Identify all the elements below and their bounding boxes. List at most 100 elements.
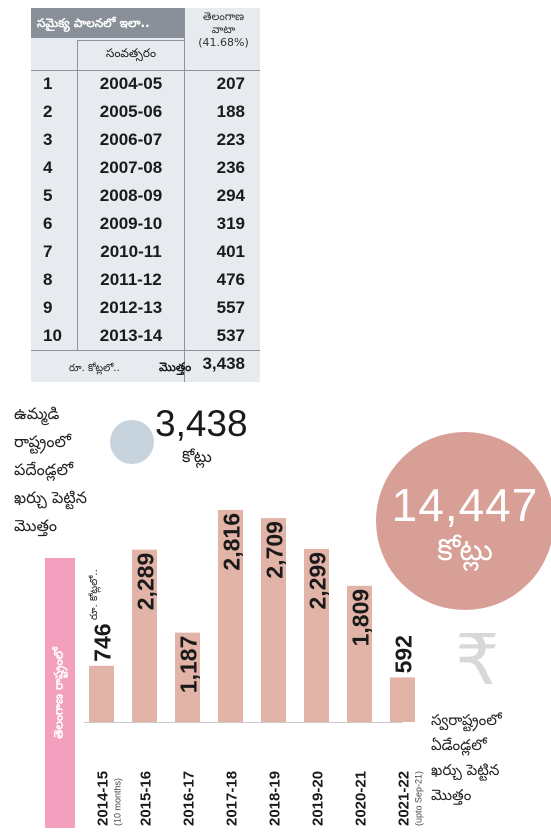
category-label: 2015-16 (138, 771, 155, 826)
row-number: 7 (43, 242, 53, 261)
caption-line: మొత్తం (14, 516, 58, 535)
bar-value-label: 1,809 (348, 589, 374, 647)
row-number: 8 (43, 270, 53, 289)
chart-bar (89, 665, 114, 722)
category-label: 2017-18 (224, 771, 241, 826)
category-label: 2016-17 (181, 771, 198, 826)
chart-bar (132, 549, 157, 722)
share-header-line: (41.68%) (198, 36, 249, 49)
bar-value-label: 2,299 (305, 552, 331, 610)
spending-table: సమైక్య పాలనలో ఇలా.. తెలంగాణ వాటా (41.68%… (31, 8, 260, 382)
row-year: 2011-12 (100, 270, 162, 289)
table-unit-label: రూ. కోట్లలో.. (69, 363, 120, 374)
table-divider (77, 40, 185, 41)
row-year: 2010-11 (100, 242, 162, 261)
row-year: 2005-06 (99, 102, 163, 121)
caption-line: స్వరాష్ట్రంలో (431, 711, 502, 729)
chart-bar (218, 510, 243, 722)
row-number: 10 (43, 326, 62, 345)
row-value: 236 (216, 158, 245, 177)
row-number: 5 (43, 186, 53, 205)
table-row: 3 2006-07 223 (31, 126, 260, 154)
row-value: 319 (216, 214, 245, 233)
row-number: 4 (43, 158, 53, 177)
telangana-unit: కోట్లు (437, 533, 493, 568)
table-divider (77, 40, 78, 350)
table-row: 4 2007-08 236 (31, 154, 260, 182)
row-value: 476 (216, 270, 245, 289)
table-row: 7 2010-11 401 (31, 238, 260, 266)
category-label: 2018-19 (267, 771, 284, 826)
telangana-side-label: తెలంగాణ రాష్ట్రంలో (45, 558, 75, 828)
row-value: 188 (216, 102, 245, 121)
year-column-header: సంవత్సరం (105, 46, 157, 60)
chart-bar (304, 548, 329, 722)
row-value: 223 (216, 130, 245, 149)
bar-value-label: 1,187 (176, 636, 202, 694)
table-divider (31, 350, 260, 351)
category-label: 2020-21 (353, 771, 370, 826)
united-state-unit: కోట్లు (182, 447, 212, 466)
chart-bar (261, 518, 286, 722)
table-row: 2 2005-06 188 (31, 98, 260, 126)
share-header: తెలంగాణ వాటా (41.68%) (187, 10, 260, 49)
caption-line: ఖర్చు పెట్టిన (431, 761, 500, 779)
category-label: 2021-22 (396, 771, 413, 826)
bar-value-label: 2,816 (219, 513, 245, 571)
table-divider (184, 8, 185, 382)
bar-value-label: 592 (391, 635, 417, 673)
row-year: 2007-08 (99, 158, 163, 177)
table-row: 1 2004-05 207 (31, 70, 260, 98)
table-title: సమైక్య పాలనలో ఇలా.. (31, 8, 185, 38)
row-year: 2006-07 (99, 130, 163, 149)
bar-value-label: 746 (90, 623, 116, 661)
table-row: 5 2008-09 294 (31, 182, 260, 210)
caption-line: రాష్ట్రంలో (14, 432, 71, 451)
row-number: 6 (43, 214, 53, 233)
united-state-caption: ఉమ్మడి రాష్ట్రంలో పదేండ్లలో ఖర్చు పెట్టి… (14, 400, 87, 540)
caption-line: ఖర్చు పెట్టిన (14, 488, 87, 507)
row-value: 537 (216, 326, 245, 345)
row-number: 1 (43, 74, 53, 93)
chart-bar (175, 632, 200, 722)
table-row: 8 2011-12 476 (31, 266, 260, 294)
row-value: 557 (216, 298, 245, 317)
caption-line: మొత్తం (431, 786, 472, 804)
row-year: 2008-09 (99, 186, 163, 205)
chart-bar (390, 677, 415, 722)
caption-line: పదేండ్లలో (14, 460, 74, 479)
share-header-line: వాటా (211, 23, 236, 36)
row-value: 401 (216, 242, 245, 261)
table-row: 6 2009-10 319 (31, 210, 260, 238)
united-state-total: 3,438 (155, 403, 248, 444)
telangana-total: 14,447 (391, 479, 539, 531)
table-row: 10 2013-14 537 (31, 322, 260, 350)
table-total-value: 3,438 (202, 354, 245, 373)
row-year: 2004-05 (99, 74, 163, 93)
united-state-circle (110, 420, 154, 464)
caption-line: ఉమ్మడి (14, 404, 60, 423)
table-divider (31, 70, 260, 71)
telangana-caption: స్వరాష్ట్రంలో ఏడేండ్లలో ఖర్చు పెట్టిన మొ… (431, 708, 502, 808)
bar-value-label: 2,289 (133, 553, 159, 611)
rupee-icon: ₹ (455, 619, 500, 701)
table-total-label: మొత్తం (159, 360, 192, 374)
row-number: 9 (43, 298, 53, 317)
row-year: 2012-13 (99, 298, 163, 317)
category-label: 2014-15 (95, 771, 112, 826)
row-number: 3 (43, 130, 53, 149)
row-value: 294 (216, 186, 245, 205)
row-year: 2009-10 (99, 214, 163, 233)
bar-value-label: 2,709 (262, 521, 288, 579)
chart-bar (347, 585, 372, 722)
share-header-line: తెలంగాణ (202, 10, 245, 23)
row-year: 2013-14 (99, 326, 163, 345)
category-note: (10 months) (113, 778, 123, 826)
category-note: (upto Sep-21) (414, 771, 424, 826)
telangana-total-circle (376, 432, 551, 610)
row-number: 2 (43, 102, 53, 121)
caption-line: ఏడేండ్లలో (431, 736, 487, 754)
row-value: 207 (216, 74, 245, 93)
category-label: 2019-20 (310, 771, 327, 826)
